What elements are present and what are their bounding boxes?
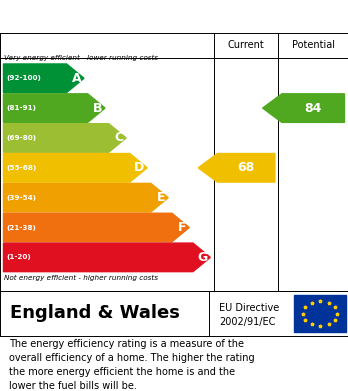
Text: F: F — [178, 221, 187, 234]
Text: (69-80): (69-80) — [6, 135, 37, 141]
Text: Current: Current — [228, 40, 264, 50]
Text: G: G — [197, 251, 207, 264]
Text: E: E — [157, 191, 165, 204]
Polygon shape — [198, 154, 275, 182]
Text: D: D — [134, 161, 144, 174]
Polygon shape — [3, 183, 168, 212]
Polygon shape — [3, 64, 84, 93]
Text: Very energy efficient - lower running costs: Very energy efficient - lower running co… — [4, 55, 158, 61]
Text: Energy Efficiency Rating: Energy Efficiency Rating — [9, 9, 219, 24]
Text: 2002/91/EC: 2002/91/EC — [219, 317, 276, 328]
Text: Not energy efficient - higher running costs: Not energy efficient - higher running co… — [4, 275, 158, 281]
Text: A: A — [72, 72, 81, 85]
Polygon shape — [263, 94, 345, 122]
Text: EU Directive: EU Directive — [219, 303, 279, 313]
Text: Potential: Potential — [292, 40, 335, 50]
Polygon shape — [3, 154, 147, 182]
Polygon shape — [3, 94, 105, 122]
Text: England & Wales: England & Wales — [10, 305, 180, 323]
Text: (55-68): (55-68) — [6, 165, 37, 171]
Text: 84: 84 — [304, 102, 322, 115]
Text: (21-38): (21-38) — [6, 224, 36, 231]
Text: The energy efficiency rating is a measure of the
overall efficiency of a home. T: The energy efficiency rating is a measur… — [9, 339, 254, 391]
Text: C: C — [114, 131, 123, 144]
Polygon shape — [3, 124, 126, 152]
Text: (1-20): (1-20) — [6, 255, 31, 260]
Text: (92-100): (92-100) — [6, 75, 41, 81]
Text: B: B — [93, 102, 102, 115]
Text: 68: 68 — [238, 161, 255, 174]
Text: (81-91): (81-91) — [6, 105, 36, 111]
Bar — [294, 294, 346, 332]
Text: (39-54): (39-54) — [6, 195, 36, 201]
Polygon shape — [3, 243, 210, 272]
Polygon shape — [3, 213, 189, 242]
